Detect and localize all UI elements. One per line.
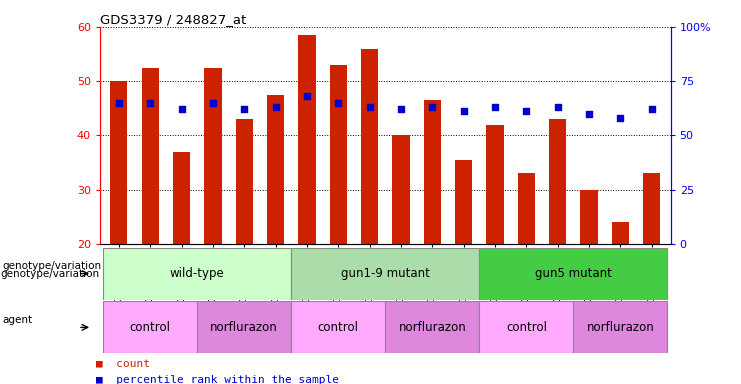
- Bar: [142, 68, 159, 244]
- Point: [583, 111, 595, 117]
- Point: [176, 106, 187, 113]
- Bar: [643, 173, 660, 244]
- Bar: [574, 301, 668, 353]
- Point: [552, 104, 564, 110]
- Text: control: control: [506, 321, 547, 334]
- Bar: [299, 35, 316, 244]
- Text: wild-type: wild-type: [170, 267, 225, 280]
- Bar: [486, 124, 504, 244]
- Bar: [197, 301, 291, 353]
- Text: genotype/variation: genotype/variation: [2, 261, 101, 271]
- Point: [489, 104, 501, 110]
- Point: [207, 100, 219, 106]
- Point: [614, 115, 626, 121]
- Bar: [518, 173, 535, 244]
- Bar: [173, 152, 190, 244]
- Bar: [291, 301, 385, 353]
- Bar: [267, 95, 285, 244]
- Point: [646, 106, 658, 113]
- Point: [426, 104, 438, 110]
- Point: [301, 93, 313, 99]
- Text: ■  count: ■ count: [96, 360, 150, 370]
- Bar: [236, 119, 253, 244]
- Point: [270, 104, 282, 110]
- Point: [113, 100, 124, 106]
- Bar: [455, 160, 472, 244]
- Point: [333, 100, 345, 106]
- Bar: [424, 100, 441, 244]
- Bar: [110, 81, 127, 244]
- Text: agent: agent: [2, 314, 32, 324]
- Bar: [103, 248, 291, 300]
- Bar: [479, 301, 574, 353]
- Bar: [580, 190, 598, 244]
- Point: [520, 108, 532, 114]
- Point: [144, 100, 156, 106]
- Text: gun1-9 mutant: gun1-9 mutant: [341, 267, 430, 280]
- Point: [239, 106, 250, 113]
- Text: norflurazon: norflurazon: [587, 321, 654, 334]
- Text: GDS3379 / 248827_at: GDS3379 / 248827_at: [100, 13, 246, 26]
- Bar: [205, 68, 222, 244]
- Bar: [361, 49, 378, 244]
- Bar: [103, 301, 197, 353]
- Text: gun5 mutant: gun5 mutant: [535, 267, 612, 280]
- Bar: [479, 248, 668, 300]
- Text: control: control: [318, 321, 359, 334]
- Text: control: control: [130, 321, 170, 334]
- Bar: [330, 65, 347, 244]
- Text: norflurazon: norflurazon: [399, 321, 466, 334]
- Text: norflurazon: norflurazon: [210, 321, 278, 334]
- Bar: [549, 119, 566, 244]
- Bar: [385, 301, 479, 353]
- Text: genotype/variation: genotype/variation: [0, 268, 99, 279]
- Bar: [393, 136, 410, 244]
- Point: [364, 104, 376, 110]
- Bar: [291, 248, 479, 300]
- Bar: [612, 222, 629, 244]
- Text: ■  percentile rank within the sample: ■ percentile rank within the sample: [96, 375, 339, 384]
- Point: [458, 108, 470, 114]
- Point: [395, 106, 407, 113]
